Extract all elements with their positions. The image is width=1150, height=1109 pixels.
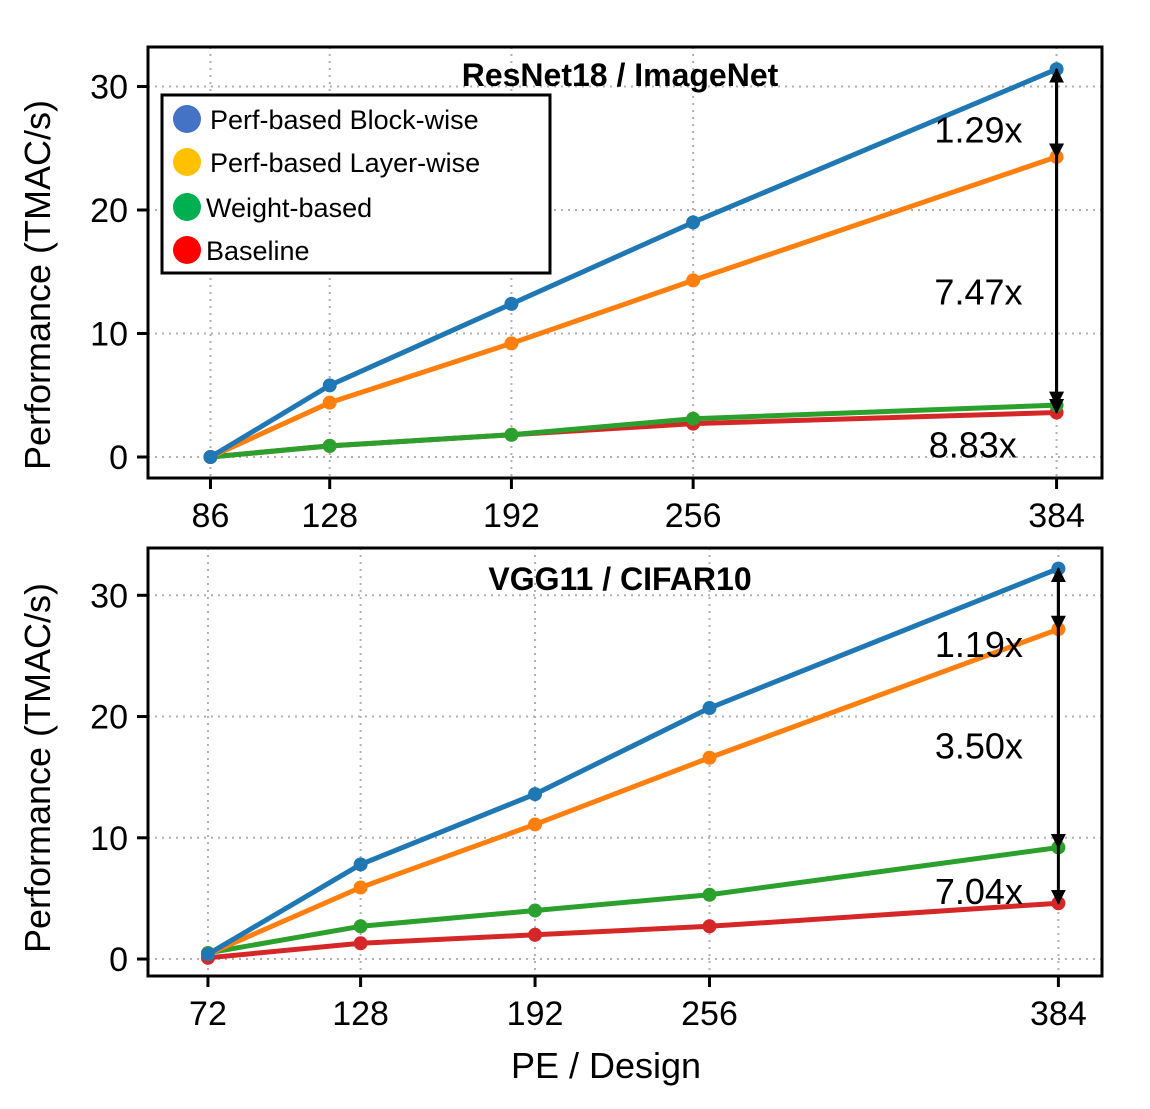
y-tick-label: 10 xyxy=(90,316,128,354)
chart-title: VGG11 / CIFAR10 xyxy=(488,561,751,597)
legend-label-block-wise: Perf-based Block-wise xyxy=(210,105,479,135)
data-point-block-wise xyxy=(528,787,543,802)
data-point-weight-based xyxy=(686,411,701,426)
legend-item-block-wise: Perf-based Block-wise xyxy=(173,105,479,135)
data-point-baseline xyxy=(702,919,717,934)
x-tick-label: 256 xyxy=(681,995,738,1033)
data-point-layer-wise xyxy=(686,273,701,288)
plot-frame xyxy=(146,546,1104,978)
legend-item-baseline: Baseline xyxy=(173,236,310,266)
x-tick-label: 192 xyxy=(483,497,540,535)
legend: Perf-based Block-wise Perf-based Layer-w… xyxy=(160,93,552,275)
series-line-layer-wise xyxy=(206,626,1060,957)
legend-label-weight-based: Weight-based xyxy=(206,193,372,223)
x-tick-label: 256 xyxy=(665,497,722,535)
data-point-block-wise xyxy=(353,857,368,872)
y-tick-label: 30 xyxy=(90,577,128,615)
x-tick-label: 384 xyxy=(1028,497,1085,535)
x-tick-label: 72 xyxy=(189,995,227,1033)
legend-marker-baseline xyxy=(173,236,201,264)
data-point-block-wise xyxy=(203,450,218,465)
legend-item-weight-based: Weight-based xyxy=(173,193,372,223)
y-axis-label: Performance (TMAC/s) xyxy=(17,583,58,953)
speedup-annotation: 7.47x xyxy=(934,272,1022,313)
speedup-annotation: 1.19x xyxy=(935,624,1023,665)
x-tick-label: 384 xyxy=(1030,995,1087,1033)
data-point-layer-wise xyxy=(702,750,717,765)
speedup-annotation: 3.50x xyxy=(935,726,1023,767)
data-point-baseline xyxy=(528,927,543,942)
legend-item-layer-wise: Perf-based Layer-wise xyxy=(173,148,480,178)
x-tick-label: 86 xyxy=(192,497,230,535)
y-tick-label: 20 xyxy=(90,699,128,737)
legend-marker-block-wise xyxy=(173,105,201,133)
y-tick-label: 0 xyxy=(109,941,128,979)
legend-marker-layer-wise xyxy=(173,148,201,176)
data-point-weight-based xyxy=(702,887,717,902)
data-point-block-wise xyxy=(322,378,337,393)
speedup-annotation: 7.04x xyxy=(935,871,1023,912)
speedup-annotation: 8.83x xyxy=(929,425,1017,466)
y-tick-label: 0 xyxy=(109,439,128,477)
data-point-layer-wise xyxy=(322,395,337,410)
plot-frame xyxy=(146,45,1104,480)
legend-label-baseline: Baseline xyxy=(206,236,310,266)
y-tick-label: 20 xyxy=(90,192,128,230)
data-point-block-wise xyxy=(702,701,717,716)
data-point-weight-based xyxy=(353,919,368,934)
data-point-weight-based xyxy=(504,427,519,442)
chart-title: ResNet18 / ImageNet xyxy=(462,57,779,93)
data-point-layer-wise xyxy=(353,880,368,895)
chart-panel-vgg11: VGG11 / CIFAR10 Performance (TMAC/s) PE … xyxy=(17,546,1104,1086)
legend-label-layer-wise: Perf-based Layer-wise xyxy=(210,148,480,178)
y-axis-label: Performance (TMAC/s) xyxy=(17,100,58,470)
data-point-baseline xyxy=(353,936,368,951)
data-point-weight-based xyxy=(322,438,337,453)
x-axis-label: PE / Design xyxy=(511,1045,701,1086)
legend-marker-weight-based xyxy=(173,193,201,221)
y-tick-label: 30 xyxy=(90,69,128,107)
data-point-block-wise xyxy=(504,296,519,311)
y-tick-label: 10 xyxy=(90,820,128,858)
speedup-annotation: 1.29x xyxy=(934,110,1022,151)
data-point-block-wise xyxy=(200,947,215,962)
data-point-block-wise xyxy=(686,215,701,230)
chart-panel-resnet18: ResNet18 / ImageNet Performance (TMAC/s)… xyxy=(17,45,1104,535)
x-tick-label: 128 xyxy=(332,995,389,1033)
legend-frame xyxy=(160,93,552,275)
x-tick-label: 192 xyxy=(507,995,564,1033)
data-point-layer-wise xyxy=(528,817,543,832)
x-tick-label: 128 xyxy=(301,497,358,535)
data-point-layer-wise xyxy=(504,336,519,351)
data-point-weight-based xyxy=(528,903,543,918)
